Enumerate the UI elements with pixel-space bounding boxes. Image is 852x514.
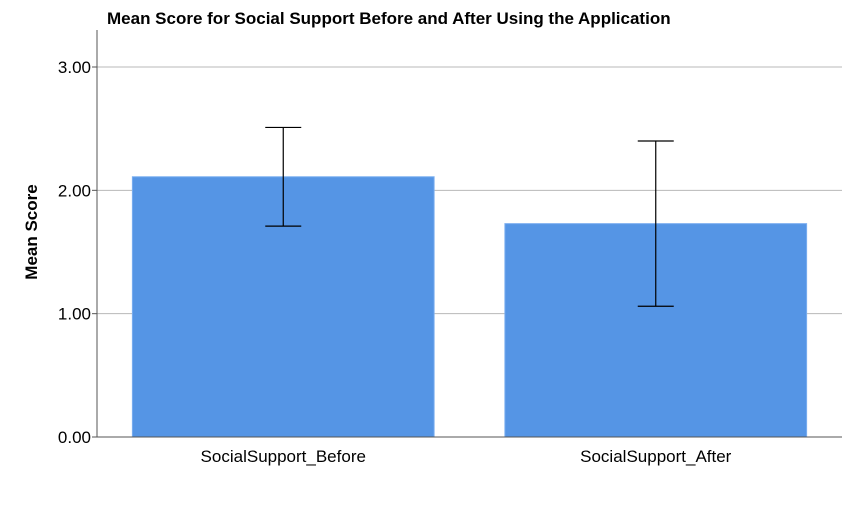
y-tick-label: 0.00: [58, 428, 91, 447]
x-category-label: SocialSupport_After: [580, 447, 732, 466]
y-tick-label: 1.00: [58, 305, 91, 324]
axis-labels: 0.00 1.00 2.00 3.00 SocialSupport_Before Soci…: [58, 58, 732, 466]
bars: [131, 176, 808, 438]
chart-title: Mean Score for Social Support Before and…: [107, 9, 671, 28]
x-category-label: SocialSupport_Before: [201, 447, 366, 466]
y-axis-title: Mean Score: [22, 184, 41, 279]
axes: [92, 30, 842, 438]
y-tick-label: 3.00: [58, 58, 91, 77]
y-tick-label: 2.00: [58, 181, 91, 200]
error-bars: [265, 126, 674, 307]
